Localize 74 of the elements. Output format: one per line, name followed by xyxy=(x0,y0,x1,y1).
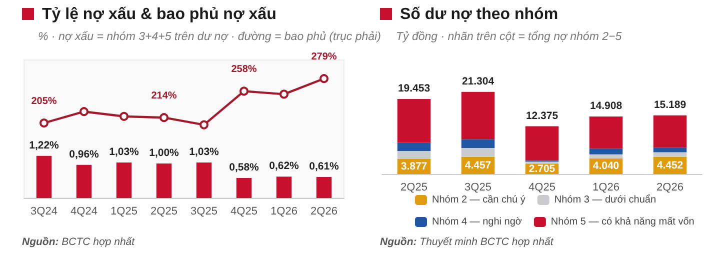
point xyxy=(40,118,48,128)
data-label: 1,03% xyxy=(189,146,220,158)
bar xyxy=(653,115,687,148)
chart-subtitle: % · nợ xấu = nhóm 3+4+5 trên dư nợ · đường = bao phủ (trục phải) xyxy=(38,31,381,43)
x-tick-label: 1Q26 xyxy=(592,182,620,194)
x-tick-label: 1Q26 xyxy=(270,206,298,218)
text: Nguồn: BCTC hợp nhất xyxy=(22,236,135,248)
x-tick-label: 3Q25 xyxy=(464,182,492,194)
bar xyxy=(276,176,292,198)
data-label: 4.040 xyxy=(592,160,620,172)
bar xyxy=(236,178,252,198)
bar xyxy=(461,148,495,157)
legend-label: Nhóm 5 — có khả năng mất vốn xyxy=(550,216,694,228)
bar xyxy=(461,139,495,148)
legend-label: Nhóm 2 — cần chú ý xyxy=(432,194,526,206)
data-label: 214% xyxy=(151,90,177,102)
data-label: 0,61% xyxy=(309,160,340,172)
data-label: 2.705 xyxy=(528,162,556,175)
point xyxy=(120,112,128,121)
chart-subtitle: Tỷ đồng · nhãn trên cột = tổng nợ nhóm 2−5 xyxy=(396,31,622,43)
bar xyxy=(316,176,332,198)
data-label: 1,03% xyxy=(109,146,140,158)
bar xyxy=(653,152,687,157)
total-label: 15.189 xyxy=(654,98,686,111)
data-label: 279% xyxy=(311,52,337,63)
bar xyxy=(36,156,52,198)
bar xyxy=(525,126,559,160)
x-tick-label: 4Q25 xyxy=(230,206,258,218)
x-tick-label: 2Q25 xyxy=(150,206,178,218)
total-label: 19.453 xyxy=(398,82,430,94)
bar xyxy=(589,148,623,154)
chart-title: Tỷ lệ nợ xấu & bao phủ nợ xấu xyxy=(41,6,276,24)
data-label: 4.457 xyxy=(464,159,492,172)
x-tick-label: 4Q24 xyxy=(70,206,98,218)
bar xyxy=(461,92,495,140)
text: Nguồn: Thuyết minh BCTC hợp nhất xyxy=(380,236,554,248)
bar xyxy=(156,164,172,198)
x-tick-label: 2Q26 xyxy=(310,206,338,218)
total-label: 12.375 xyxy=(526,110,558,122)
x-tick-label: 3Q24 xyxy=(30,206,58,218)
data-label: 1,00% xyxy=(149,147,180,159)
legend-label: Nhóm 4 — nghi ngờ xyxy=(432,216,522,228)
bar xyxy=(397,142,431,151)
bar xyxy=(196,162,212,198)
total-label: 21.304 xyxy=(462,75,494,88)
data-label: 0,96% xyxy=(69,148,100,160)
bar xyxy=(76,164,92,198)
x-tick-label: 4Q25 xyxy=(528,182,556,194)
chart-title: Số dư nợ theo nhóm xyxy=(399,6,558,24)
bar xyxy=(589,116,623,148)
point xyxy=(240,86,248,96)
point xyxy=(80,107,88,116)
bar xyxy=(397,98,431,143)
data-label: 0,62% xyxy=(269,160,300,172)
x-tick-label: 1Q25 xyxy=(110,206,138,218)
data-label: 1,22% xyxy=(29,139,60,152)
data-label: 258% xyxy=(231,64,257,76)
data-label: 4.452 xyxy=(656,159,684,172)
total-label: 14.908 xyxy=(590,100,622,112)
bar xyxy=(653,147,687,152)
x-tick-label: 2Q26 xyxy=(656,182,684,194)
point xyxy=(200,120,208,130)
data-label: 3.877 xyxy=(400,160,428,173)
bar xyxy=(589,154,623,158)
point xyxy=(280,90,288,99)
x-tick-label: 2Q25 xyxy=(400,182,428,194)
data-label: 0,58% xyxy=(229,161,260,174)
legend-label: Nhóm 3 — dưới chuẩn xyxy=(554,194,656,206)
point xyxy=(160,113,168,122)
bar xyxy=(397,150,431,160)
point xyxy=(320,74,328,84)
bar xyxy=(116,162,132,198)
x-tick-label: 3Q25 xyxy=(190,206,218,218)
data-label: 205% xyxy=(31,96,57,107)
